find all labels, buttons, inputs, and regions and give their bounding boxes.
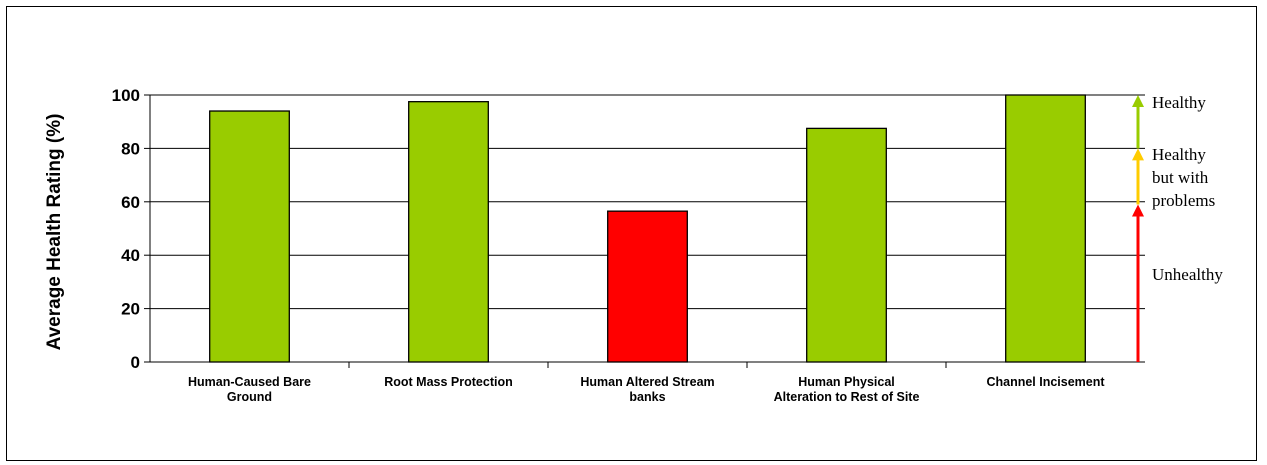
- bar: [408, 101, 489, 363]
- bar: [607, 210, 688, 363]
- scale-label: problems: [1152, 191, 1215, 210]
- scale-label: Healthy: [1152, 93, 1206, 112]
- x-tick-label: Root Mass Protection: [384, 375, 513, 389]
- bars: [209, 94, 1086, 363]
- x-tick-label: Ground: [227, 390, 272, 404]
- gridlines: [150, 94, 1145, 310]
- x-tick-label: Human-Caused Bare: [188, 375, 311, 389]
- scale-label: Healthy: [1152, 145, 1206, 164]
- scale-label: Unhealthy: [1152, 265, 1223, 284]
- scale-arrow-head: [1132, 204, 1144, 217]
- y-tick-labels: 0 20 40 60 80 100: [112, 86, 140, 372]
- x-tick-label: Human Altered Stream: [580, 375, 714, 389]
- x-tick-label: Alteration to Rest of Site: [774, 390, 920, 404]
- y-axis-label: Average Health Rating (%): [44, 114, 65, 351]
- y-tick-label: 100: [112, 86, 140, 105]
- y-tick-label: 60: [121, 193, 140, 212]
- scale-arrow-head: [1132, 95, 1144, 107]
- x-tick-label: Channel Incisement: [986, 375, 1105, 389]
- rating-scale: Unhealthy Healthy but with problems Healthy: [1132, 93, 1223, 362]
- bar: [209, 110, 290, 363]
- bar: [1005, 94, 1086, 363]
- y-tick-label: 0: [131, 353, 140, 372]
- y-tick-label: 40: [121, 246, 140, 265]
- y-tick-label: 20: [121, 300, 140, 319]
- chart-frame: [6, 6, 1257, 461]
- x-tick-label: Human Physical: [798, 375, 895, 389]
- scale-label: but with: [1152, 168, 1209, 187]
- axes: [144, 94, 1145, 368]
- scale-arrow-head: [1132, 148, 1144, 161]
- x-tick-label: banks: [629, 390, 665, 404]
- bar: [806, 127, 887, 363]
- y-tick-label: 80: [121, 139, 140, 158]
